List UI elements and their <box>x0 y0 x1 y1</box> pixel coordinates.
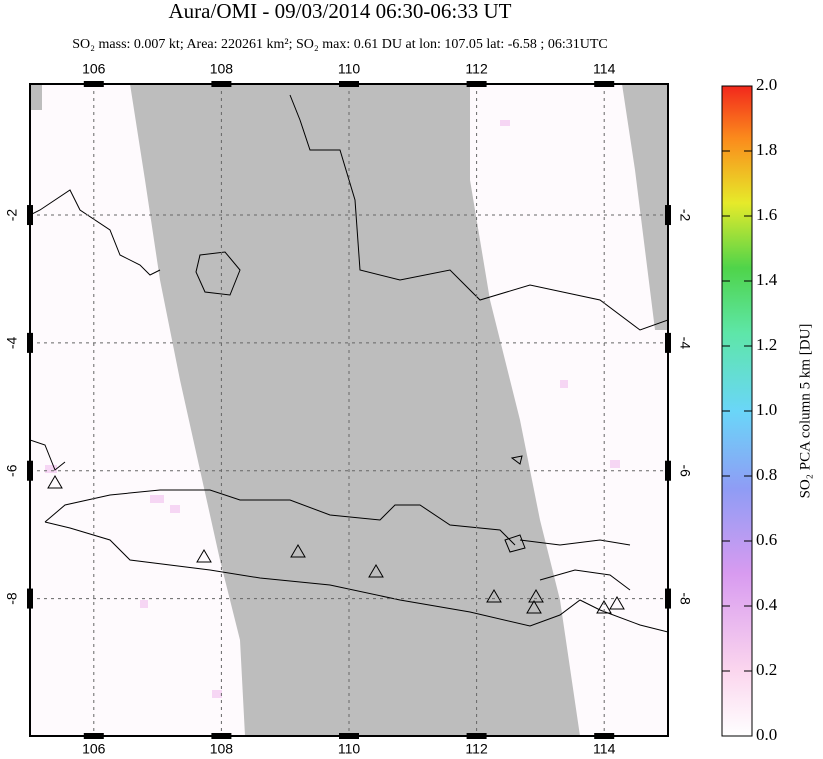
no-data-swath <box>30 84 42 110</box>
colorbar-tick-label: 2.0 <box>756 75 777 94</box>
title: Aura/OMI - 09/03/2014 06:30-06:33 UT <box>169 0 512 23</box>
colorbar-tick-label: 1.2 <box>756 335 777 354</box>
colorbar-tick-label: 0.0 <box>756 725 777 744</box>
colorbar-tick-label: 1.4 <box>756 270 778 289</box>
subtitle: SO₂ mass: 0.007 kt; Area: 220261 km²; SO… <box>72 37 607 52</box>
y-tick-label: -8 <box>4 592 20 605</box>
y-tick-label: -4 <box>677 337 693 350</box>
x-tick-label: 108 <box>210 741 234 757</box>
x-tick-label: 110 <box>338 61 361 77</box>
y-tick-label: -2 <box>4 209 20 222</box>
y-tick-label: -4 <box>4 336 20 349</box>
y-tick-label: -6 <box>4 464 20 477</box>
volcanoes <box>47 475 625 614</box>
colorbar-tick-label: 0.6 <box>756 530 777 549</box>
y-tick-label: -8 <box>677 592 693 605</box>
x-tick-label: 112 <box>465 61 488 77</box>
x-tick-label: 114 <box>593 61 616 77</box>
x-tick-label: 106 <box>82 741 106 757</box>
colorbar-tick-label: 0.4 <box>756 595 778 614</box>
so2-pixels <box>45 120 620 698</box>
colorbar-tick-label: 0.2 <box>756 660 777 679</box>
x-tick-label: 106 <box>82 61 106 77</box>
y-tick-label: -6 <box>677 464 693 477</box>
colorbar-tick-label: 1.6 <box>756 205 777 224</box>
colorbar-tick-label: 0.8 <box>756 465 777 484</box>
x-tick-label: 108 <box>210 61 234 77</box>
no-data-swath <box>130 84 580 736</box>
colorbar-tick-label: 1.8 <box>756 140 777 159</box>
y-tick-label: -2 <box>677 209 693 222</box>
map-area <box>30 84 668 736</box>
coastlines <box>30 94 668 633</box>
x-tick-label: 112 <box>465 741 488 757</box>
x-tick-label: 110 <box>338 741 361 757</box>
no-data-swath <box>622 84 668 330</box>
x-tick-label: 114 <box>593 741 616 757</box>
colorbar-tick-label: 1.0 <box>756 400 777 419</box>
colorbar-label: SO₂ PCA column 5 km [DU] <box>797 324 813 499</box>
